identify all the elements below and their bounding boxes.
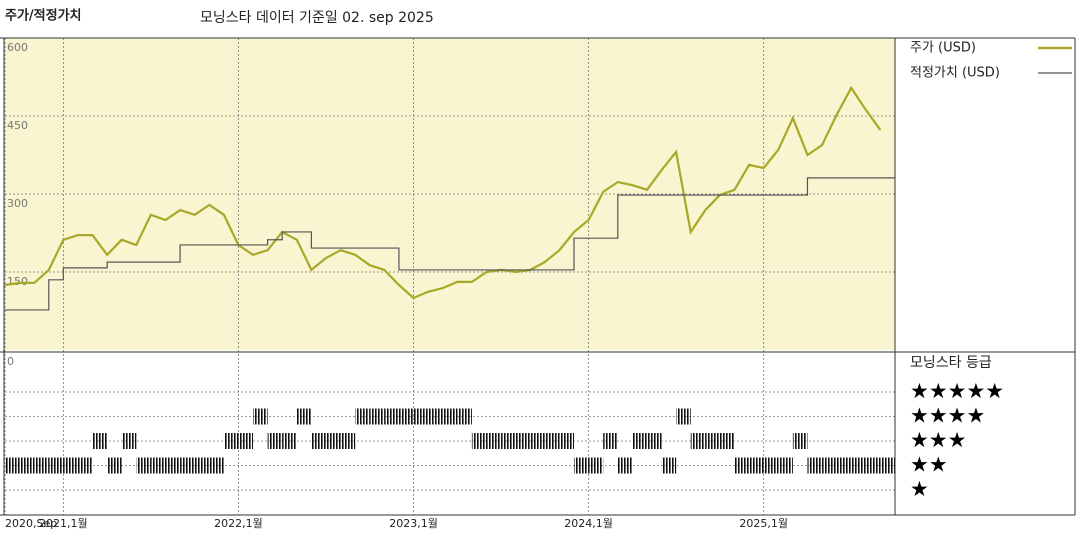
rating-band [588,457,604,474]
rating-band [413,408,429,425]
rating-band [501,433,516,449]
x-tick-label: 2024,1월 [564,517,613,530]
rating-band [325,433,341,449]
rating-band [34,457,49,474]
rating-band [121,433,137,449]
y-tick-label: 0 [7,355,14,368]
rating-band [267,433,283,449]
rating-band [238,433,254,449]
x-tick-label: 2023,1월 [389,517,438,530]
rating-band [355,408,370,425]
rating-band [559,433,575,449]
y-tick-label: 450 [7,119,28,132]
rating-band [92,433,108,449]
rating-band [792,433,808,449]
rating-band [384,408,399,425]
rating-band [311,433,326,449]
x-tick-label: 2021,1월 [39,517,88,530]
legend-label: ★★★★★ [910,379,1004,403]
rating-band [734,457,750,474]
y-tick-label: 600 [7,41,28,54]
rating-band [19,457,35,474]
rating-band [749,457,764,474]
rating-band [223,433,239,449]
x-tick-label: 2025,1월 [739,517,788,530]
x-tick-label: 2022,1월 [214,517,263,530]
rating-band [851,457,866,474]
rating-band [457,408,472,425]
rating-band [282,433,297,449]
rating-band [63,457,78,474]
y-tick-label: 150 [7,275,28,288]
legend-label: ★★★ [910,428,966,452]
x-tick-label: 2020,Sep [5,517,57,530]
rating-band [646,433,662,449]
rating-band [515,433,531,449]
rating-band [165,457,181,474]
y-tick-label: 300 [7,197,28,210]
legend-label: ★★ [910,453,948,477]
rating-band [5,457,20,474]
rating-band [836,457,852,474]
rating-band [822,457,837,474]
legend-title: 모닝스타 등급 [910,355,992,371]
rating-band [632,433,647,449]
rating-band [296,408,312,425]
rating-band [77,457,93,474]
rating-band [150,457,166,474]
rating-band [428,408,443,425]
rating-band [778,457,793,474]
rating-band [486,433,502,449]
rating-band [340,433,356,449]
rating-band [107,457,122,474]
rating-band [690,433,706,449]
rating-band [471,433,487,449]
rating-band [880,457,895,474]
chart-subtitle: 모닝스타 데이터 기준일 02. sep 2025 [200,10,434,26]
rating-band [398,408,414,425]
legend-label: ★ [910,477,929,501]
rating-band [617,457,633,474]
rating-band [48,457,64,474]
legend-label: ★★★★ [910,404,985,428]
rating-band [369,408,385,425]
rating-band [807,457,823,474]
rating-band [574,457,589,474]
rating-band [136,457,151,474]
series-line [5,177,895,311]
rating-band [719,433,735,449]
rating-band [530,433,545,449]
rating-band [544,433,560,449]
rating-band [603,433,618,449]
legend-label: 주가 (USD) [910,41,976,56]
rating-band [442,408,458,425]
rating-band [209,457,224,474]
rating-band [705,433,720,449]
rating-band [865,457,881,474]
chart-title: 주가/적정가치 [5,8,82,24]
rating-band [676,408,691,425]
series-line [4,85,882,300]
rating-band [180,457,195,474]
legend-label: 적정가치 (USD) [910,66,1000,81]
rating-band [661,457,677,474]
rating-band [253,408,268,425]
rating-band [763,457,779,474]
rating-band [194,457,210,474]
